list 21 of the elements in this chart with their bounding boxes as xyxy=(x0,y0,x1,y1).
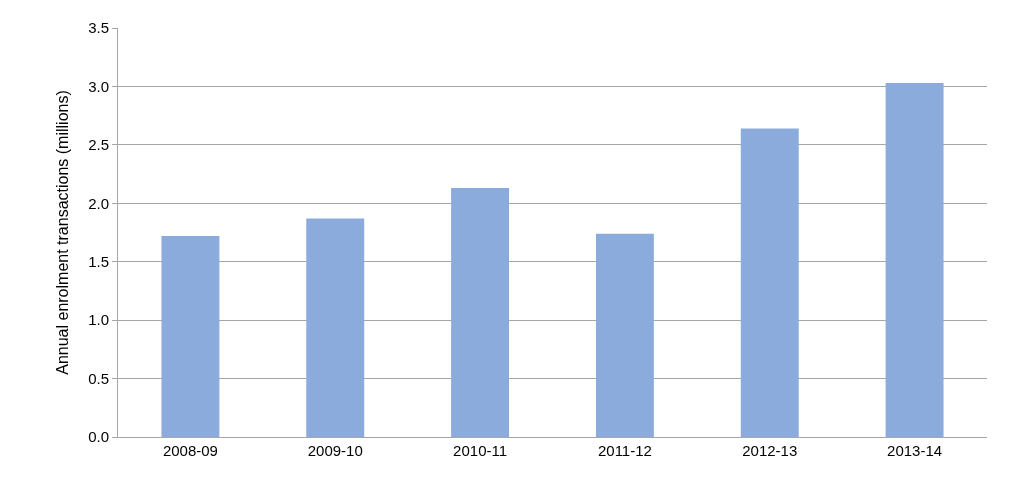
x-tick-label: 2012-13 xyxy=(742,442,798,459)
y-tick-label: 1.0 xyxy=(88,311,109,329)
y-tick-label: 3.0 xyxy=(88,77,109,95)
y-tick-label: 1.5 xyxy=(88,252,109,270)
bar xyxy=(161,236,220,437)
bar xyxy=(595,233,654,437)
y-tick-label: 2.0 xyxy=(88,194,109,212)
y-tick-label: 3.5 xyxy=(88,19,109,37)
x-tick-label: 2011-12 xyxy=(597,442,652,459)
x-tick-label: 2009-10 xyxy=(307,442,363,459)
y-tick-label: 0.0 xyxy=(88,428,109,446)
bar xyxy=(740,128,799,437)
bar xyxy=(451,188,510,437)
x-tick-label: 2008-09 xyxy=(162,442,218,459)
x-tick-label: 2010-11 xyxy=(453,442,508,459)
y-tick-label: 2.5 xyxy=(88,136,109,154)
y-tick-label: 0.5 xyxy=(88,369,109,387)
x-tick-label: 2013-14 xyxy=(887,442,943,459)
y-axis-title: Annual enrolment transactions (millions) xyxy=(54,90,72,375)
bar xyxy=(885,82,944,437)
bar xyxy=(306,218,365,437)
